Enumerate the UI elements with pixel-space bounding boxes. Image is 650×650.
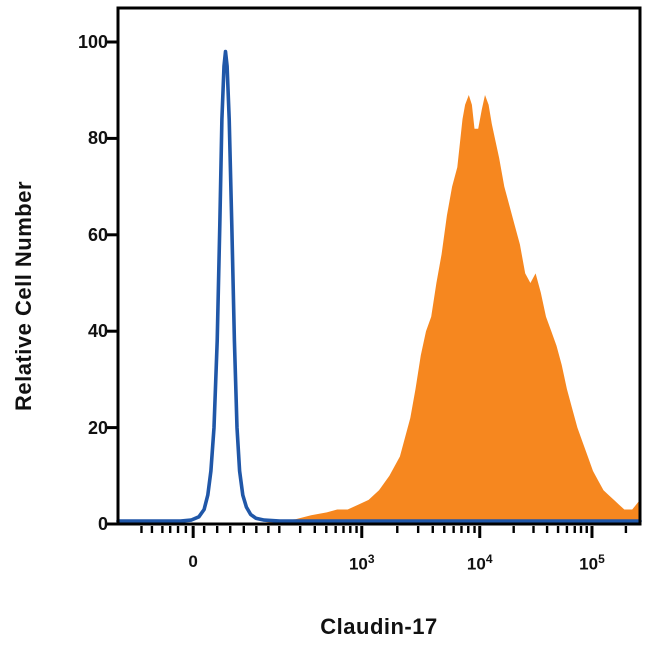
x-tick-label: 0: [188, 552, 197, 572]
y-tick-label: 0: [97, 514, 108, 534]
x-tick-base: 10: [579, 554, 599, 574]
y-tick-label: 100: [77, 32, 108, 52]
y-tick-label: 40: [87, 321, 108, 342]
plot-border: [116, 6, 642, 526]
x-tick-base: 10: [348, 554, 368, 574]
x-tick-exponent: 3: [367, 552, 375, 566]
x-tick-label: 105: [579, 552, 605, 575]
y-tick-label: 20: [87, 417, 108, 438]
y-axis-title: Relative Cell Number: [11, 180, 36, 412]
control-histogram: [116, 49, 642, 523]
x-tick-base: 0: [188, 552, 198, 571]
x-tick-label: 103: [349, 552, 375, 575]
x-tick-base: 10: [466, 554, 486, 574]
x-axis-title: Claudin-17: [320, 614, 438, 639]
x-tick-exponent: 5: [598, 552, 605, 566]
x-tick-label: 104: [467, 552, 493, 575]
y-tick-label: 60: [87, 224, 108, 245]
x-tick-exponent: 4: [485, 552, 493, 566]
y-tick-label: 80: [87, 128, 108, 149]
stained-histogram: [264, 95, 640, 524]
